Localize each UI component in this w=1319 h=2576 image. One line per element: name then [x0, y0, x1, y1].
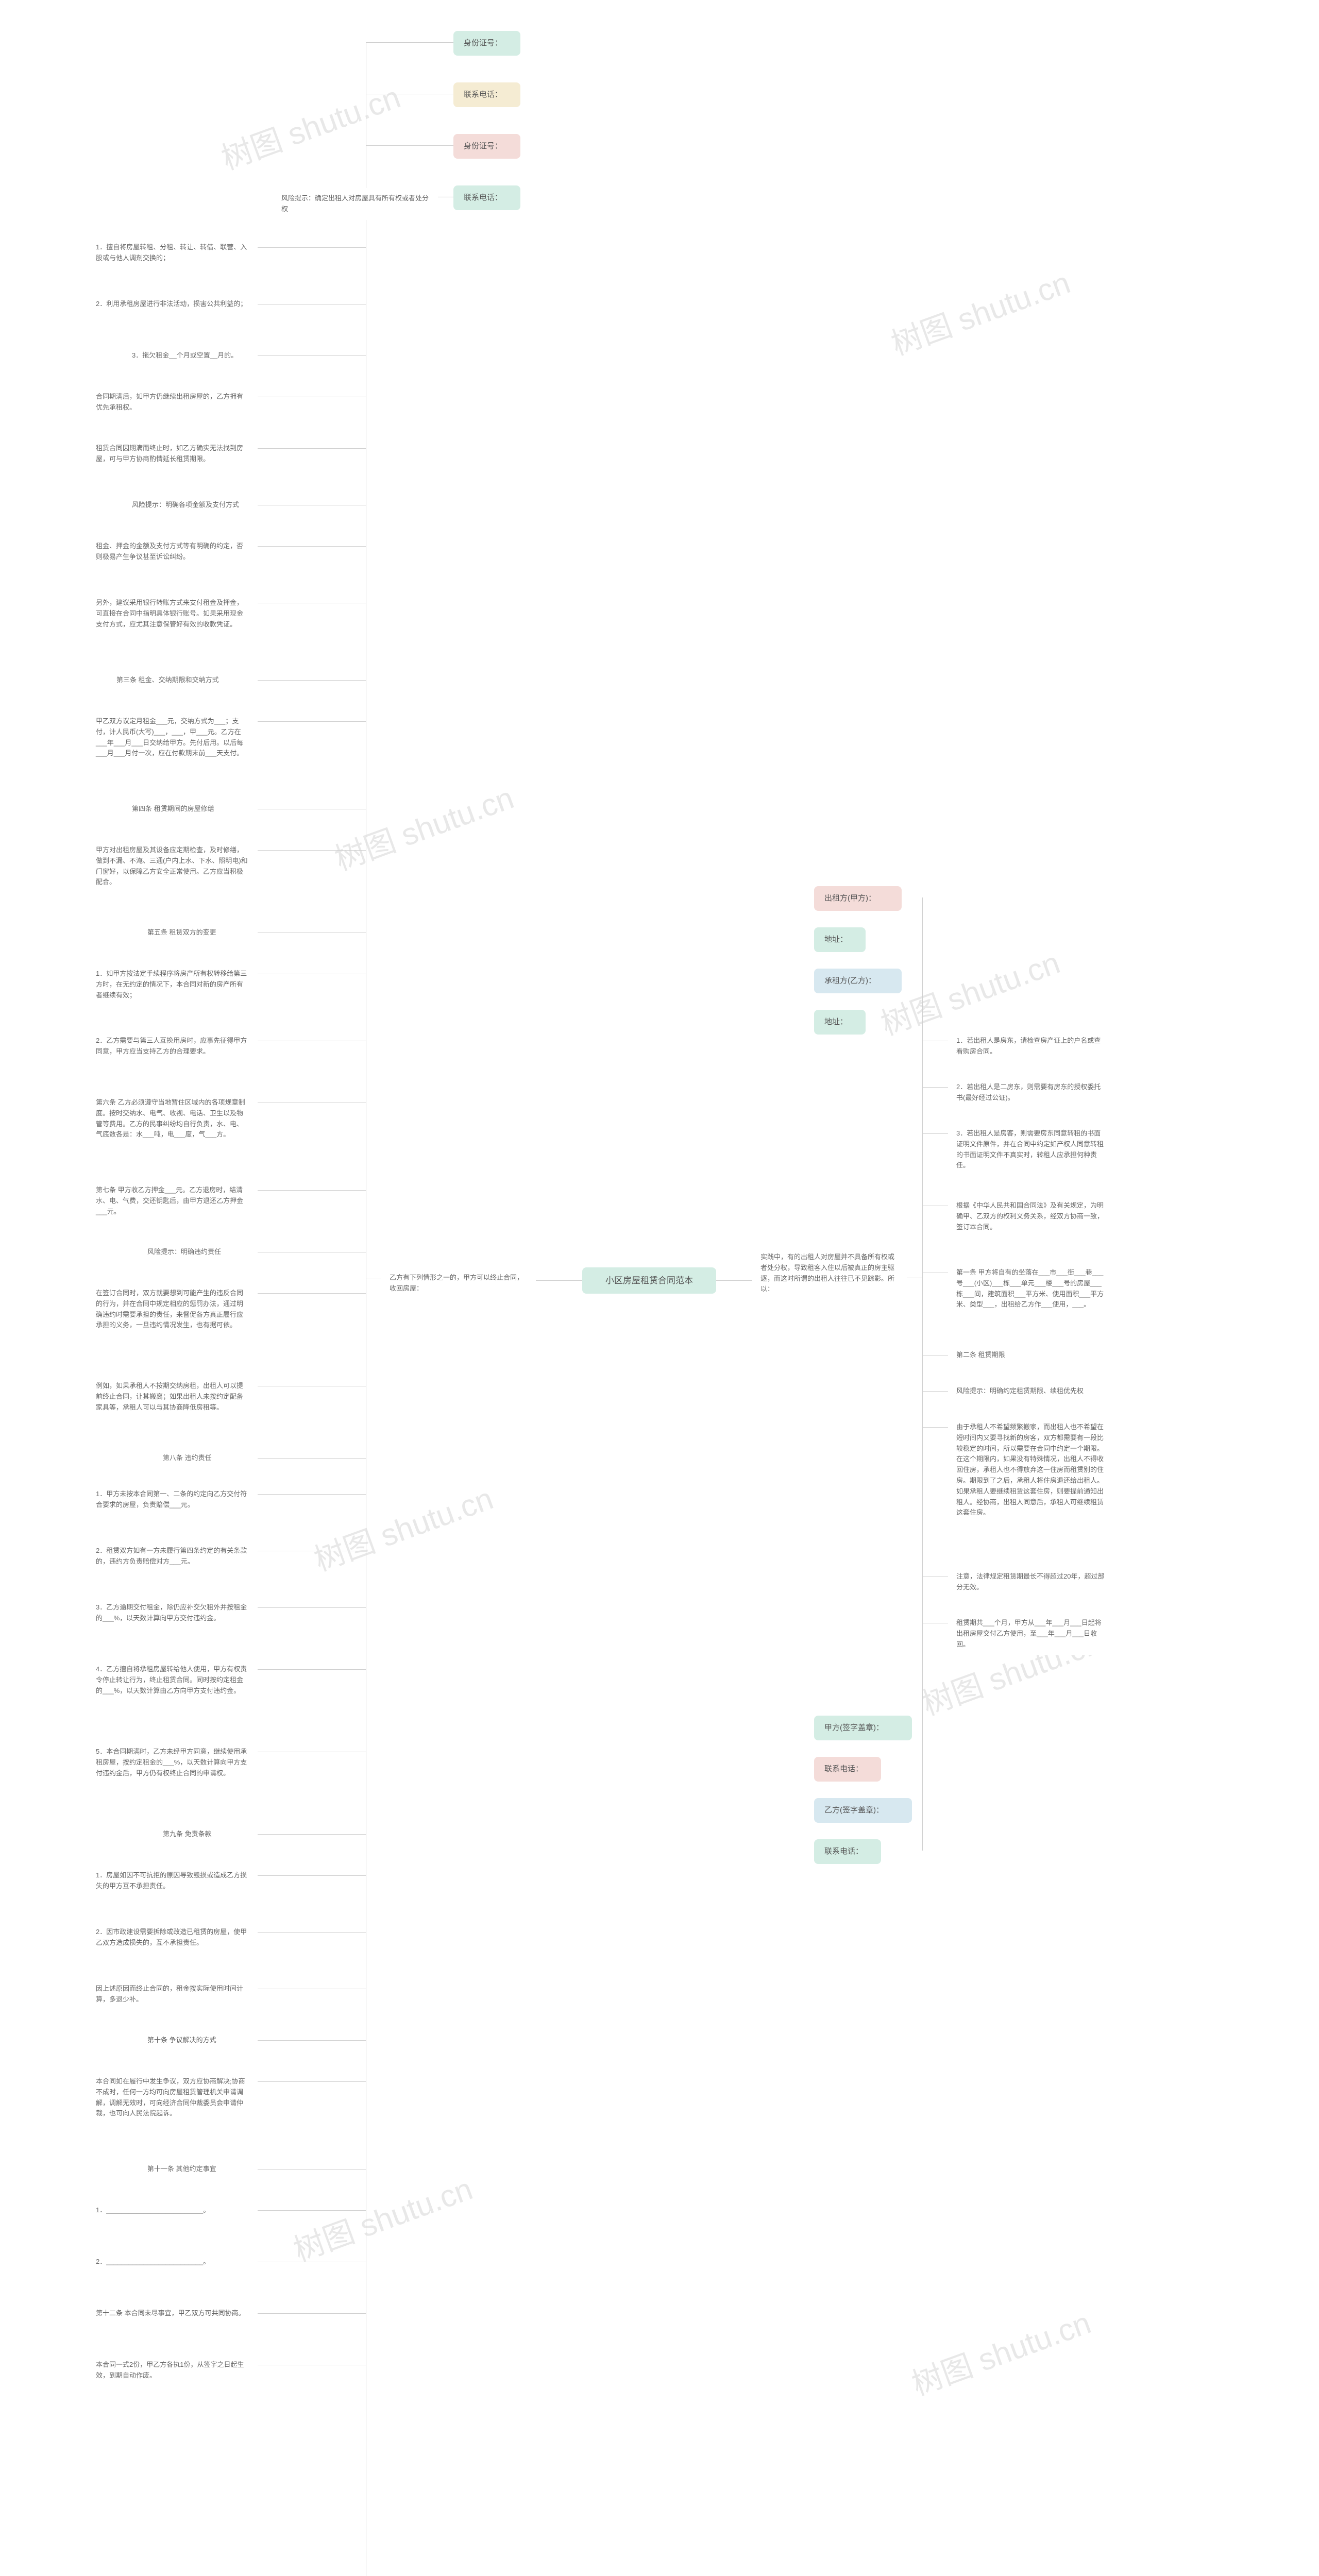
right-footer-2: 乙方(签字盖章)：: [814, 1798, 912, 1823]
edge: [366, 145, 453, 146]
edge: [258, 1932, 366, 1933]
left-hub: 乙方有下列情形之一的，甲方可以终止合同，收回房屋：: [381, 1267, 536, 1299]
edge: [258, 448, 366, 449]
top-pill-2: 身份证号：: [453, 134, 520, 159]
left-body-32: 第十一条 其他约定事宜: [139, 2159, 258, 2180]
left-body-10: 第四条 租赁期间的房屋修缮: [124, 799, 258, 820]
risk-top: 风险提示：确定出租人对房屋具有所有权或者处分权: [273, 188, 438, 220]
edge: [922, 1133, 948, 1134]
edge: [922, 1087, 948, 1088]
watermark: 树图 shutu.cn: [874, 938, 1065, 1044]
edge: [258, 247, 366, 248]
watermark: 树图 shutu.cn: [307, 1473, 498, 1580]
left-body-22: 2．租赁双方如有一方未履行第四条约定的有关条款的，违约方负责赔偿对方___元。: [88, 1540, 258, 1572]
edge: [536, 1280, 582, 1281]
left-body-23: 3．乙方逾期交付租金，除仍应补交欠租外并按租金的___%，以天数计算向甲方交付违…: [88, 1597, 258, 1629]
left-body-26: 第九条 免责条款: [155, 1824, 258, 1845]
right-body-1: 2．若出租人是二房东，则需要有房东的授权委托书(最好经过公证)。: [948, 1077, 1113, 1109]
left-body-16: 第七条 甲方收乙方押金___元。乙方退房时，结清水、电、气费，交还钥匙后，由甲方…: [88, 1180, 258, 1222]
right-header-1: 地址：: [814, 927, 866, 952]
edge: [366, 42, 453, 43]
right-body-2: 3．若出租人是房客，则需要房东同意转租的书面证明文件原件，并在合同中约定如产权人…: [948, 1123, 1113, 1176]
left-body-4: 租赁合同因期满而终止时，如乙方确实无法找到房屋，可与甲方协商酌情延长租赁期限。: [88, 438, 258, 470]
left-body-29: 因上述原因而终止合同的，租金按实际使用时间计算，多退少补。: [88, 1978, 258, 2010]
watermark: 树图 shutu.cn: [214, 72, 405, 178]
edge: [258, 1494, 366, 1495]
left-body-27: 1．房屋如因不可抗拒的原因导致毁损或造成乙方损失的甲方互不承担责任。: [88, 1865, 258, 1897]
edge: [258, 546, 366, 547]
right-header-3: 地址：: [814, 1010, 866, 1035]
left-body-14: 2．乙方需要与第三人互换用房时，应事先征得甲方同意，甲方应当支持乙方的合理要求。: [88, 1030, 258, 1062]
edge: [258, 2040, 366, 2041]
top-pill-3: 联系电话：: [453, 185, 520, 210]
watermark: 树图 shutu.cn: [286, 2164, 478, 2270]
right-body-0: 1．若出租人是房东，请检查房产证上的户名或查看购房合同。: [948, 1030, 1113, 1062]
right-body-7: 由于承租人不希望频繁搬家，而出租人也不希望在短时间内又要寻找新的房客，双方都需要…: [948, 1417, 1113, 1523]
left-body-25: 5．本合同期满时，乙方未经甲方同意，继续使用承租房屋，按约定租金的___%，以天…: [88, 1741, 258, 1784]
edge: [258, 1458, 366, 1459]
left-body-1: 2．利用承租房屋进行非法活动，损害公共利益的；: [88, 294, 258, 315]
root-node: 小区房屋租赁合同范本: [582, 1267, 716, 1294]
edge: [258, 1293, 366, 1294]
left-body-36: 本合同一式2份，甲乙方各执1份，从签字之日起生效，到期自动作废。: [88, 2354, 258, 2386]
left-body-19: 例如，如果承租人不按期交纳房租，出租人可以提前终止合同，让其搬离；如果出租人未按…: [88, 1376, 258, 1418]
left-body-24: 4．乙方擅自将承租房屋转给他人使用，甲方有权责令停止转让行为，终止租赁合同。同时…: [88, 1659, 258, 1701]
right-header-0: 出租方(甲方)：: [814, 886, 902, 911]
right-body-3: 根据《中华人民共和国合同法》及有关规定，为明确甲、乙双方的权利义务关系，经双方协…: [948, 1195, 1113, 1238]
left-body-30: 第十条 争议解决的方式: [139, 2030, 258, 2051]
left-body-20: 第八条 违约责任: [155, 1448, 258, 1469]
left-body-9: 甲乙双方议定月租金___元，交纳方式为___；支付，计人民币(大写)___，__…: [88, 711, 258, 764]
edge: [258, 850, 366, 851]
edge: [258, 1669, 366, 1670]
edge: [258, 1190, 366, 1191]
left-body-21: 1．甲方未按本合同第一、二条的约定向乙方交付符合要求的房屋，负责赔偿___元。: [88, 1484, 258, 1516]
left-body-12: 第五条 租赁双方的变更: [139, 922, 258, 943]
right-footer-1: 联系电话：: [814, 1757, 881, 1782]
right-footer-3: 联系电话：: [814, 1839, 881, 1864]
left-body-5: 风险提示：明确各项金额及支付方式: [124, 495, 258, 516]
right-body-9: 租赁期共___个月，甲方从___年___月___日起将出租房屋交付乙方使用，至_…: [948, 1613, 1113, 1655]
right-body-8: 注意，法律规定租赁期最长不得超过20年，超过部分无效。: [948, 1566, 1113, 1598]
left-body-18: 在签订合同时，双方就要想到可能产生的违反合同的行为，并在合同中规定相应的惩罚办法…: [88, 1283, 258, 1336]
left-body-31: 本合同如在履行中发生争议，双方应协商解决;协商不成时，任何一方均可向房屋租赁管理…: [88, 2071, 258, 2124]
right-header-2: 承租方(乙方)：: [814, 969, 902, 993]
edge: [258, 1875, 366, 1876]
watermark: 树图 shutu.cn: [328, 773, 519, 879]
left-body-34: 2．__________________________。: [88, 2251, 258, 2273]
watermark: 树图 shutu.cn: [905, 2298, 1096, 2404]
left-body-3: 合同期满后，如甲方仍继续出租房屋的，乙方拥有优先承租权。: [88, 386, 258, 418]
watermark: 树图 shutu.cn: [884, 258, 1075, 364]
right-body-6: 风险提示：明确约定租赁期限、续租优先权: [948, 1381, 1113, 1402]
edge: [258, 2313, 366, 2314]
left-body-8: 第三条 租金、交纳期限和交纳方式: [108, 670, 258, 691]
left-body-17: 风险提示：明确违约责任: [139, 1242, 258, 1263]
edge: [258, 1607, 366, 1608]
edge: [258, 2081, 366, 2082]
left-body-7: 另外，建议采用银行转账方式来支付租金及押金，可直接在合同中指明具体银行账号。如果…: [88, 592, 258, 635]
left-body-11: 甲方对出租房屋及其设备应定期检查，及时修缮，做到不漏、不淹、三通(户内上水、下水…: [88, 840, 258, 893]
left-body-13: 1．如甲方按法定手续程序将房产所有权转移给第三方时，在无约定的情况下，本合同对新…: [88, 963, 258, 1006]
left-body-33: 1．__________________________。: [88, 2200, 258, 2221]
left-body-28: 2．因市政建设需要拆除或改造已租赁的房屋，使甲乙双方造成损失的，互不承担责任。: [88, 1922, 258, 1954]
edge: [922, 1391, 948, 1392]
edge: [258, 2169, 366, 2170]
edge: [258, 2210, 366, 2211]
left-body-0: 1．擅自将房屋转租、分租、转让、转借、联营、入股或与他人调剂交换的；: [88, 237, 258, 269]
edge: [258, 355, 366, 356]
left-body-2: 3．拖欠租金__个月或空置__月的。: [124, 345, 258, 366]
right-body-4: 第一条 甲方将自有的坐落在___市___街___巷___号___(小区)___栋…: [948, 1262, 1113, 1315]
right-intro: 实践中，有的出租人对房屋并不具备所有权或者处分权，导致租客入住以后被真正的房主驱…: [752, 1247, 907, 1300]
edge: [922, 1427, 948, 1428]
left-body-6: 租金、押金的金额及支付方式等有明确的约定，否则极易产生争议甚至诉讼纠纷。: [88, 536, 258, 568]
left-body-15: 第六条 乙方必须遵守当地暂住区域内的各项规章制度。按时交纳水、电气、收视、电话、…: [88, 1092, 258, 1145]
edge: [258, 1834, 366, 1835]
right-footer-0: 甲方(签字盖章)：: [814, 1716, 912, 1740]
left-body-35: 第十二条 本合同未尽事宜，甲乙双方可共同协商。: [88, 2303, 258, 2324]
top-pill-1: 联系电话：: [453, 82, 520, 107]
edge: [258, 680, 366, 681]
edge: [258, 721, 366, 722]
top-pill-0: 身份证号：: [453, 31, 520, 56]
edge: [716, 1280, 752, 1281]
right-body-5: 第二条 租赁期限: [948, 1345, 1113, 1366]
